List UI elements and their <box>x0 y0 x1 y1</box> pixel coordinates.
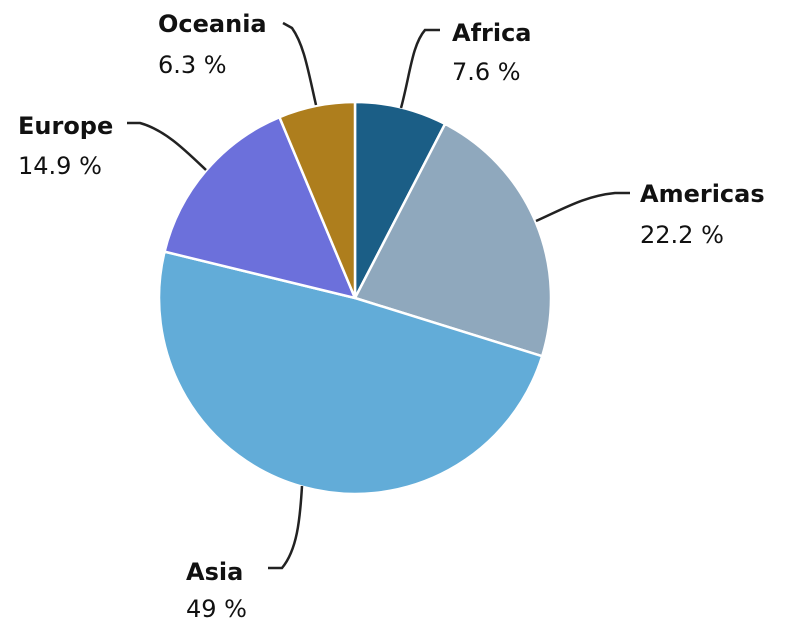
slice-labels: Africa 7.6 % Americas 22.2 % Asia 49 % E… <box>18 10 765 623</box>
slice-europe <box>163 115 358 300</box>
label-name-europe: Europe <box>18 112 113 140</box>
label-value-europe: 14.9 % <box>18 152 102 180</box>
slice-americas <box>353 122 553 358</box>
label-value-asia: 49 % <box>186 595 247 623</box>
label-value-africa: 7.6 % <box>452 58 521 86</box>
leader-line-oceania <box>282 21 318 106</box>
leader-line-europe <box>127 121 207 171</box>
leader-line-americas <box>535 191 630 223</box>
label-name-asia: Asia <box>186 558 243 586</box>
leader-line-asia <box>268 485 304 570</box>
label-name-africa: Africa <box>452 19 532 47</box>
label-name-americas: Americas <box>640 180 765 208</box>
label-value-oceania: 6.3 % <box>158 51 227 79</box>
label-name-oceania: Oceania <box>158 10 267 38</box>
slice-oceania <box>277 100 357 299</box>
leader-line-africa <box>399 28 440 109</box>
label-value-americas: 22.2 % <box>640 221 724 249</box>
pie-slices <box>157 100 553 496</box>
leader-lines <box>127 21 630 570</box>
